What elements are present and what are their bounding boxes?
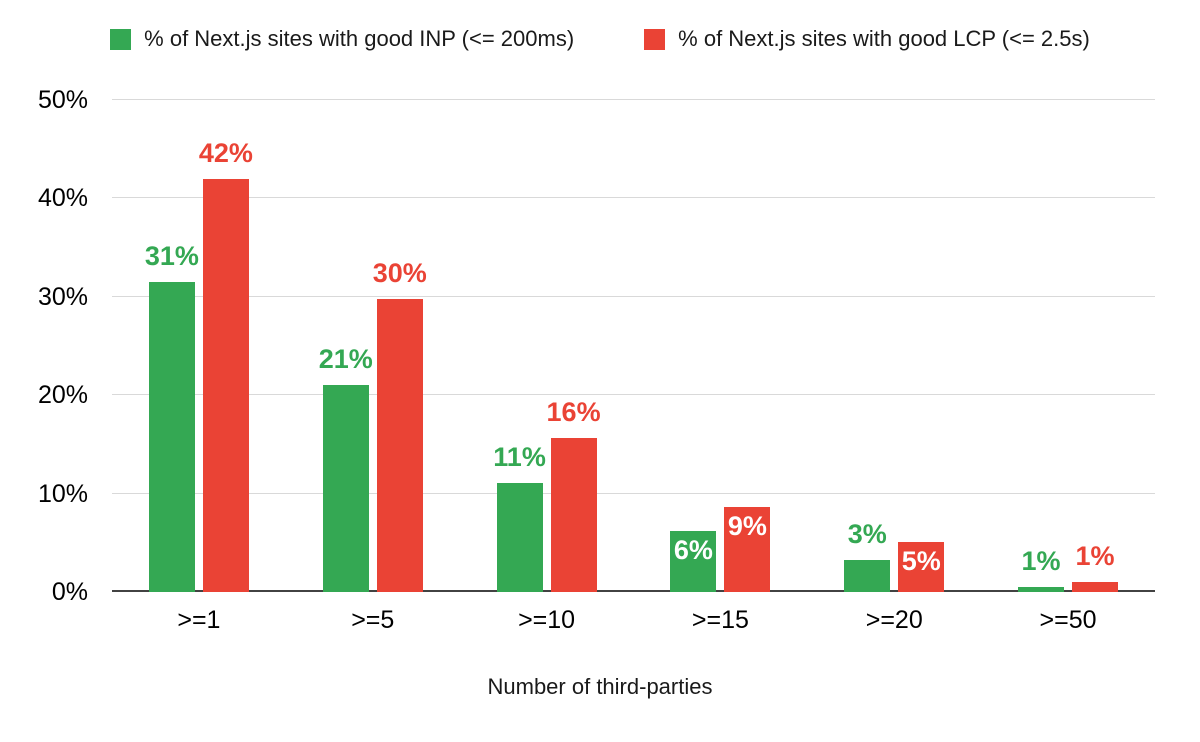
x-tick-label: >=50 (1039, 606, 1097, 634)
bar-group: 6% 9% (633, 100, 807, 592)
value-label: 16% (546, 396, 601, 427)
value-label: 30% (372, 257, 427, 288)
inp-bar: 21% (319, 344, 373, 592)
bar-group: 3% 5% (807, 100, 981, 592)
inp-bar: 31% (145, 241, 199, 592)
lcp-legend-label: % of Next.js sites with good LCP (<= 2.5… (678, 26, 1090, 51)
legend-item-lcp: % of Next.js sites with good LCP (<= 2.5… (644, 26, 1090, 52)
y-tick-label: 40% (37, 184, 88, 213)
value-label: 21% (318, 344, 373, 375)
chart-legend: % of Next.js sites with good INP (<= 200… (0, 26, 1200, 52)
value-label: 9% (727, 511, 767, 542)
lcp-bar: 30% (373, 258, 427, 592)
gridline (112, 394, 1155, 396)
y-axis: 0% 10% 20% 30% 40% 50% (0, 86, 100, 606)
x-tick-label: >=5 (351, 606, 395, 634)
lcp-bar: 16% (547, 397, 601, 592)
legend-item-inp: % of Next.js sites with good INP (<= 200… (110, 26, 574, 52)
gridline (112, 99, 1155, 100)
value-label: 5% (901, 545, 941, 576)
x-axis-baseline (112, 590, 1155, 592)
value-label: 1% (1075, 541, 1115, 572)
y-tick-label: 20% (37, 381, 88, 410)
inp-bar: 11% (493, 442, 546, 592)
inp-legend-swatch-icon (110, 28, 132, 50)
inp-bar: 1% (1018, 546, 1065, 592)
inp-legend-label: % of Next.js sites with good INP (<= 200… (144, 26, 575, 51)
value-label: 11% (493, 441, 546, 472)
inp-bar: 3% (844, 519, 891, 592)
value-label: 31% (144, 241, 199, 272)
value-label: 1% (1021, 546, 1061, 577)
y-tick-label: 30% (37, 282, 88, 311)
gridline (112, 197, 1155, 199)
lcp-bar: 42% (199, 138, 253, 592)
value-label: 6% (673, 535, 713, 565)
lcp-bar: 9% (724, 507, 771, 592)
plot-area: 31% 42% 21% 30% 11% 16% 6% 9% 3% 5% 1% 1% (112, 99, 1155, 592)
bar-group: 11% 16% (460, 100, 634, 592)
y-tick-label: 0% (51, 578, 88, 606)
bar-group: 31% 42% (112, 100, 286, 592)
value-label: 3% (847, 518, 887, 549)
bar-group: 21% 30% (286, 100, 460, 592)
x-axis: >=1 >=5 >=10 >=15 >=20 >=50 (112, 606, 1155, 635)
x-tick-label: >=1 (177, 606, 221, 634)
inp-bar: 6% (670, 531, 717, 592)
x-axis-title: Number of third-parties (487, 674, 713, 699)
lcp-bar: 1% (1072, 541, 1119, 592)
bar-group: 1% 1% (981, 100, 1155, 592)
value-label: 42% (198, 137, 253, 168)
y-tick-label: 50% (37, 86, 88, 114)
lcp-bar: 5% (898, 541, 945, 592)
gridline (112, 295, 1155, 297)
y-tick-label: 10% (37, 479, 88, 508)
x-tick-label: >=10 (518, 606, 576, 634)
gridline (112, 492, 1155, 494)
x-tick-label: >=15 (691, 606, 749, 634)
lcp-legend-swatch-icon (644, 28, 666, 50)
x-tick-label: >=20 (865, 606, 923, 634)
